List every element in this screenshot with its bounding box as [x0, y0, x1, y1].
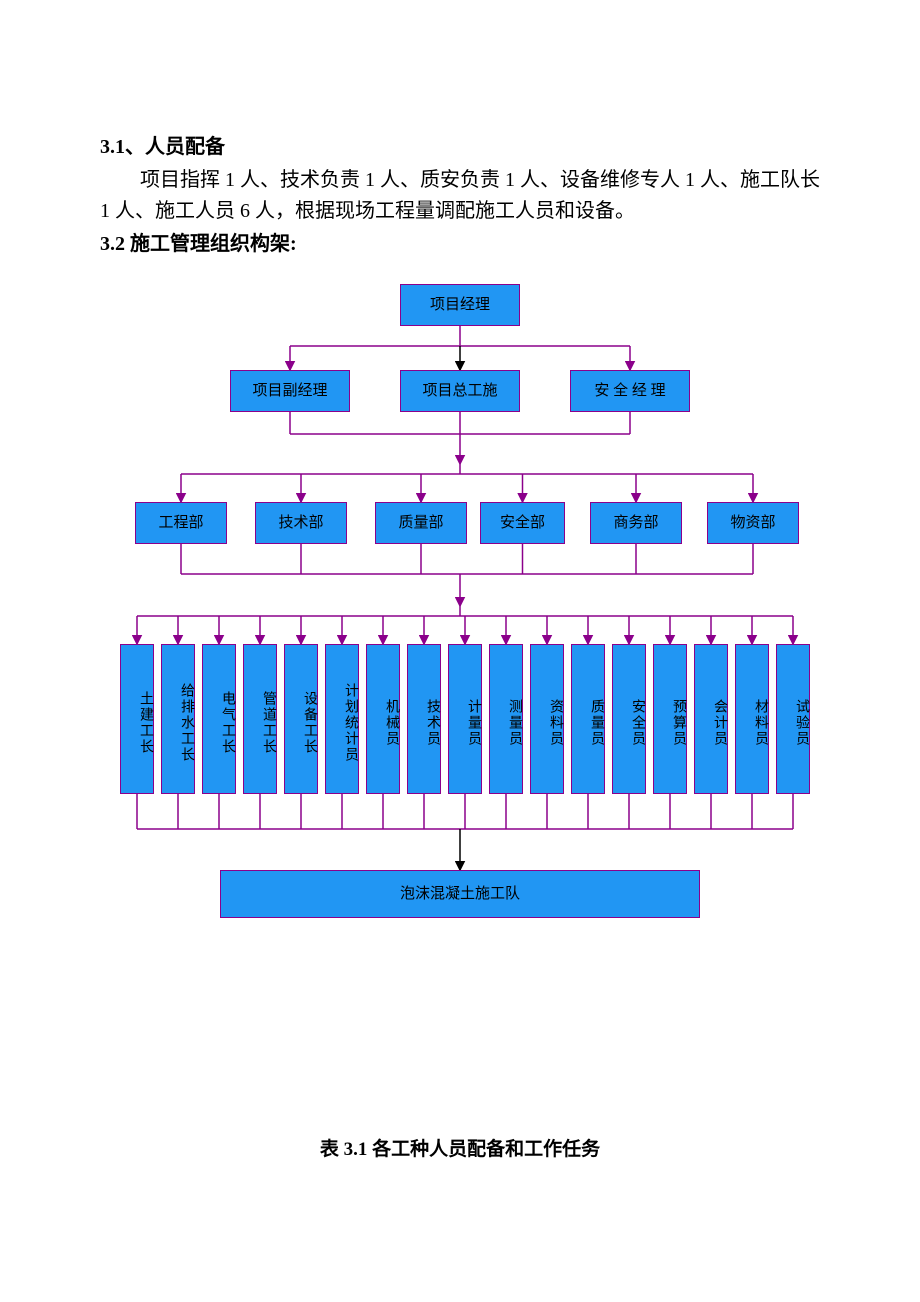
org-node: 管道工长: [243, 644, 277, 794]
org-node: 土建工长: [120, 644, 154, 794]
heading-3-1: 3.1、人员配备: [100, 130, 820, 159]
org-node: 商务部: [590, 502, 682, 544]
org-node: 预算员: [653, 644, 687, 794]
org-node: 设备工长: [284, 644, 318, 794]
org-node: 机械员: [366, 644, 400, 794]
org-node: 资料员: [530, 644, 564, 794]
org-node: 会计员: [694, 644, 728, 794]
org-node: 项目总工施: [400, 370, 520, 412]
org-node: 泡沫混凝土施工队: [220, 870, 700, 918]
org-node: 试验员: [776, 644, 810, 794]
org-node: 电气工长: [202, 644, 236, 794]
org-node: 项目经理: [400, 284, 520, 326]
heading-3-2: 3.2 施工管理组织构架:: [100, 227, 820, 256]
org-node: 工程部: [135, 502, 227, 544]
org-node: 材料员: [735, 644, 769, 794]
org-node: 计划统计员: [325, 644, 359, 794]
org-node: 质量员: [571, 644, 605, 794]
org-node: 物资部: [707, 502, 799, 544]
table-caption-3-1: 表 3.1 各工种人员配备和工作任务: [100, 1134, 820, 1161]
org-node: 计量员: [448, 644, 482, 794]
org-node: 测量员: [489, 644, 523, 794]
org-node: 技术员: [407, 644, 441, 794]
org-node: 给排水工长: [161, 644, 195, 794]
org-node: 质量部: [375, 502, 467, 544]
org-node: 项目副经理: [230, 370, 350, 412]
org-node: 安 全 经 理: [570, 370, 690, 412]
org-node: 技术部: [255, 502, 347, 544]
org-node: 安全部: [480, 502, 565, 544]
org-chart: 项目经理项目副经理 项目总工施 安 全 经 理工程部技术部质量部安全部商务部物资部泡…: [100, 274, 820, 974]
org-node: 安全员: [612, 644, 646, 794]
paragraph-staffing: 项目指挥 1 人、技术负责 1 人、质安负责 1 人、设备维修专人 1 人、施工…: [100, 165, 820, 227]
